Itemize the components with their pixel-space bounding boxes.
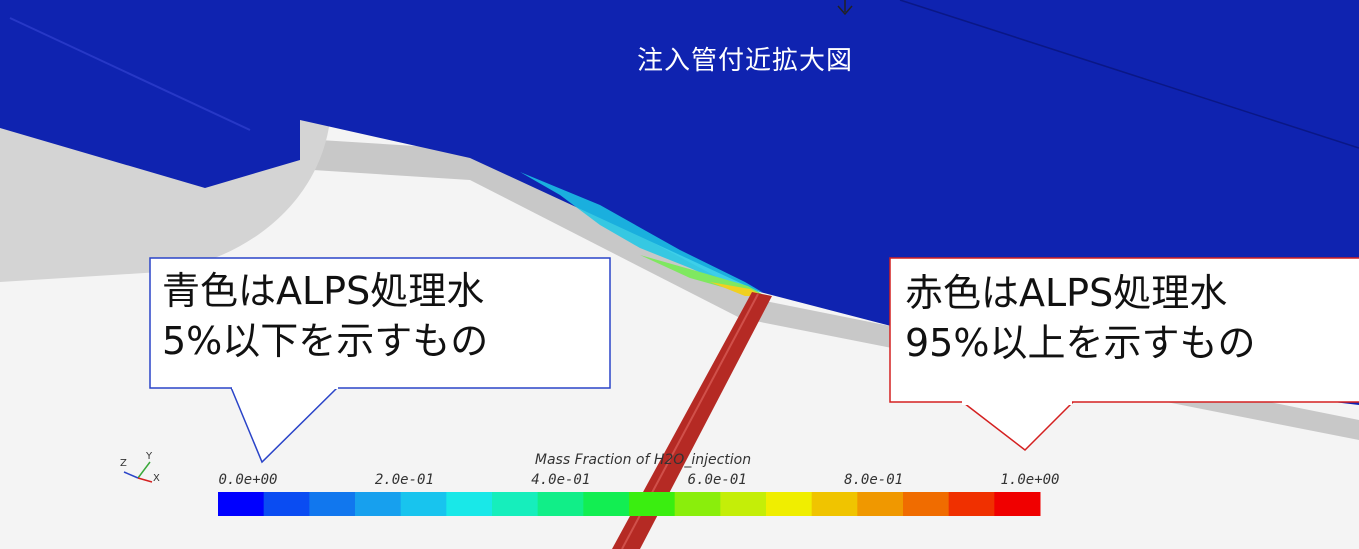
- left-callout-text: 青色はALPS処理水 5%以下を示すもの: [162, 266, 488, 366]
- colorbar-cell: [948, 492, 995, 516]
- colorbar-tick-label: 1.0e+00: [1000, 472, 1060, 488]
- colorbar-cell: [492, 492, 539, 516]
- colorbar-cell: [355, 492, 402, 516]
- colorbar: [218, 492, 1041, 516]
- colorbar-cell: [674, 492, 721, 516]
- triad-y-axis: [137, 461, 151, 479]
- right-callout-text: 赤色はALPS処理水 95%以上を示すもの: [905, 268, 1255, 368]
- colorbar-tick-label: 0.0e+00: [218, 472, 278, 488]
- left-callout-line1: 青色はALPS処理水: [162, 269, 485, 313]
- colorbar-cell: [446, 492, 493, 516]
- right-callout: [889, 257, 1359, 451]
- triad-z-axis: [123, 471, 139, 479]
- colorbar-cell: [994, 492, 1041, 516]
- left-callout-box: [149, 257, 611, 389]
- left-callout-line2: 5%以下を示すもの: [162, 319, 489, 363]
- view-title: 注入管付近拡大図: [636, 46, 853, 76]
- injection-pipe: [612, 292, 772, 549]
- colorbar-cell: [720, 492, 767, 516]
- colorbar-cell: [583, 492, 630, 516]
- colorbar-cell: [537, 492, 584, 516]
- triad-x-label: X: [153, 473, 160, 484]
- colorbar-cell: [903, 492, 950, 516]
- water-horizon-line: [899, 0, 1359, 149]
- colorbar-cell: [218, 492, 265, 516]
- right-callout-box: [889, 257, 1359, 403]
- colorbar-tick-label: 2.0e-01: [374, 472, 434, 488]
- colorbar-cell: [766, 492, 813, 516]
- triad-y-label: Y: [146, 451, 153, 462]
- colorbar-tick-label: 6.0e-01: [687, 472, 747, 488]
- mixing-plume-green: [640, 255, 762, 294]
- axes-triad: [123, 461, 153, 483]
- top-arrow-head: [837, 5, 853, 16]
- colorbar-cell: [263, 492, 310, 516]
- colorbar-title: Mass Fraction of H2O_injection: [534, 452, 752, 468]
- colorbar-tick-label: 4.0e-01: [531, 472, 591, 488]
- triad-x-axis: [137, 477, 153, 483]
- colorbar-cell: [309, 492, 356, 516]
- colorbar-tick-label: 8.0e-01: [844, 472, 904, 488]
- water-edge-line: [9, 17, 251, 131]
- mixing-plume-cyan: [520, 172, 762, 292]
- colorbar-cell: [857, 492, 904, 516]
- colorbar-cell: [811, 492, 858, 516]
- colorbar-cell: [629, 492, 676, 516]
- right-callout-line1: 赤色はALPS処理水: [905, 271, 1228, 315]
- colorbar-cell: [400, 492, 447, 516]
- triad-z-label: Z: [120, 458, 127, 469]
- left-callout: [149, 257, 611, 464]
- right-callout-line2: 95%以上を示すもの: [905, 321, 1256, 365]
- mixing-plume-yellow: [710, 282, 764, 296]
